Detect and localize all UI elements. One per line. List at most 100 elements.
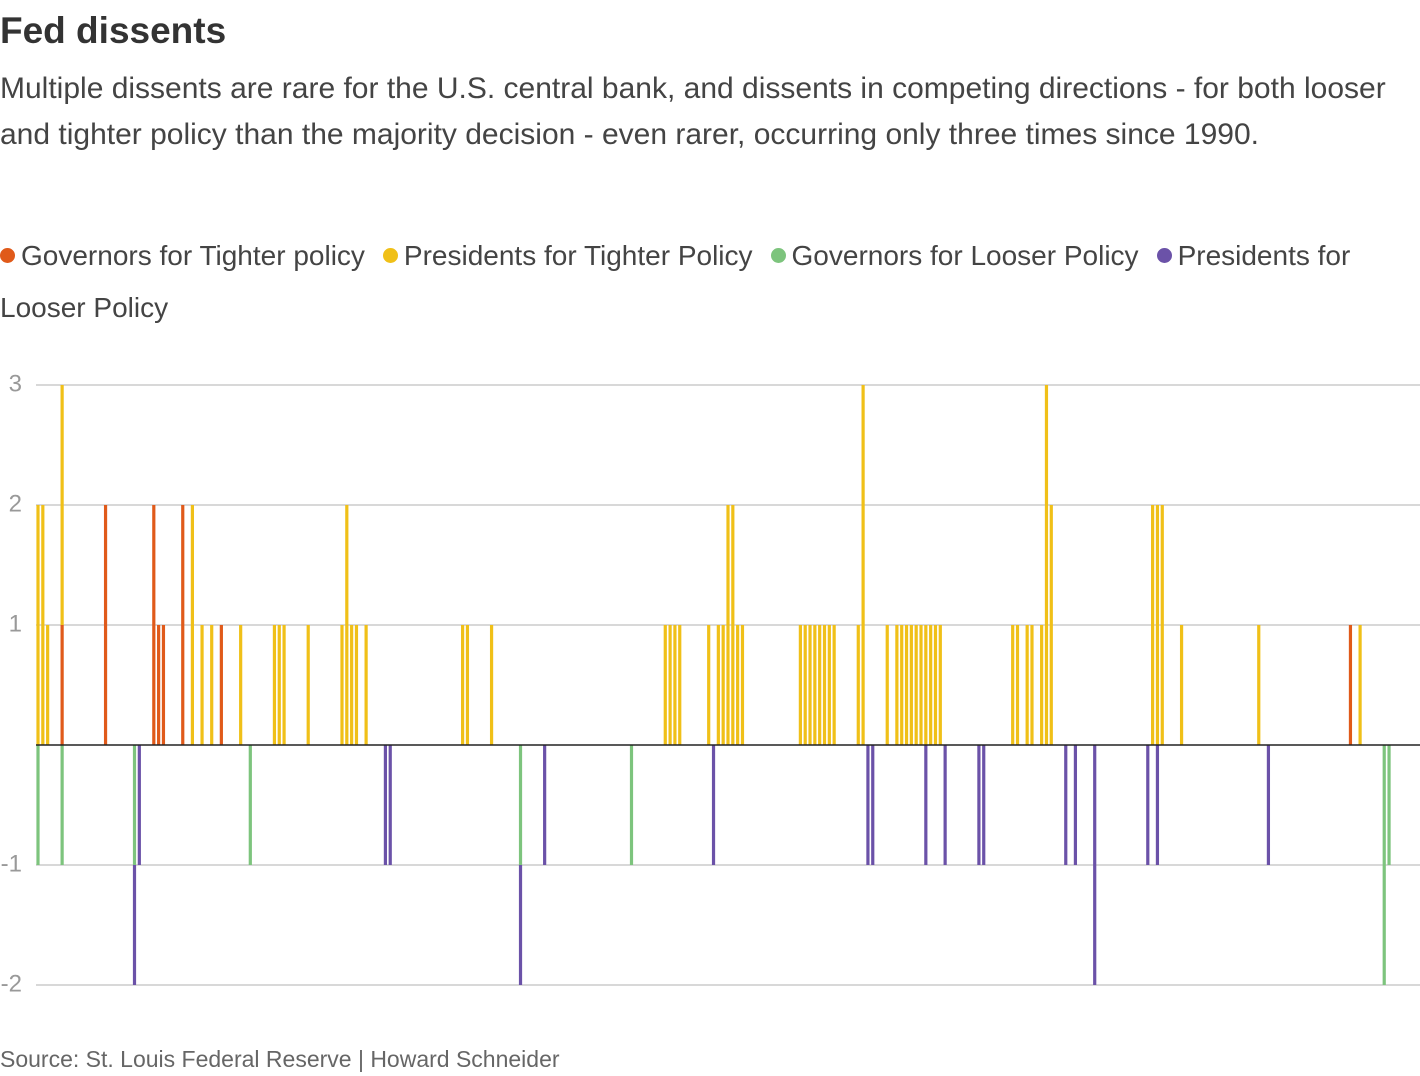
bar <box>798 625 802 745</box>
bar <box>200 625 204 745</box>
bar <box>900 625 904 745</box>
bar <box>210 625 214 745</box>
bar <box>36 505 40 745</box>
bar <box>1160 505 1164 745</box>
bar <box>740 625 745 745</box>
bar <box>924 625 928 745</box>
bar <box>340 625 344 745</box>
bar <box>866 745 870 865</box>
legend-label: Governors for Tighter policy <box>21 240 365 271</box>
y-tick-label: 1 <box>9 610 22 637</box>
bar <box>60 745 64 865</box>
bar <box>132 745 137 865</box>
bar <box>1030 625 1034 745</box>
legend-item: Presidents for Looser Policy <box>0 240 1350 323</box>
bar <box>248 745 252 865</box>
legend-swatch <box>0 248 15 263</box>
chart: 3 2 1 -1 -2 <box>1 370 1420 997</box>
bar <box>1382 745 1386 985</box>
bar <box>731 505 735 745</box>
bar <box>871 745 875 865</box>
bar <box>157 625 161 745</box>
bar <box>1387 745 1391 865</box>
y-tick-label: 2 <box>9 490 22 517</box>
bar <box>909 625 913 745</box>
bar <box>36 745 40 865</box>
bar <box>736 625 740 745</box>
bar <box>41 505 45 745</box>
bar <box>190 505 195 745</box>
bar <box>673 625 677 745</box>
chart-title: Fed dissents <box>0 10 227 51</box>
bar <box>904 625 909 745</box>
bar <box>716 625 720 745</box>
bar <box>1093 745 1097 985</box>
bar <box>181 505 185 745</box>
bar <box>383 745 388 865</box>
bar <box>808 625 812 745</box>
bar <box>272 625 277 745</box>
bar <box>1073 745 1078 865</box>
bar <box>982 745 986 865</box>
bar <box>388 745 392 865</box>
bar <box>518 745 523 865</box>
bar <box>1040 625 1044 745</box>
bar <box>856 625 860 745</box>
bar <box>277 625 281 745</box>
bar <box>629 745 634 865</box>
bar <box>861 385 865 745</box>
bar <box>827 625 831 745</box>
bar <box>885 625 889 745</box>
bar <box>813 625 817 745</box>
bar <box>977 745 981 865</box>
bar <box>518 865 523 985</box>
bar <box>1015 625 1020 745</box>
bar <box>354 625 359 745</box>
bar <box>60 385 64 625</box>
legend-item: Governors for Looser Policy <box>770 240 1139 271</box>
legend-label: Presidents for Looser Policy <box>0 240 1351 323</box>
bar <box>1266 745 1271 865</box>
bar <box>489 625 494 745</box>
bar <box>919 625 923 745</box>
bar <box>239 625 243 745</box>
bar <box>726 505 730 745</box>
bar <box>832 625 836 745</box>
bar <box>282 625 286 745</box>
bar <box>219 625 223 745</box>
bar <box>46 625 50 745</box>
bar <box>1049 505 1053 745</box>
bar <box>60 625 64 745</box>
bar <box>161 625 166 745</box>
bar <box>668 625 672 745</box>
legend-swatch <box>1156 248 1172 263</box>
bar <box>152 505 156 745</box>
bar <box>933 625 938 745</box>
bar <box>803 625 807 745</box>
bar <box>132 865 137 985</box>
bar <box>678 625 682 745</box>
bar <box>938 625 942 745</box>
bar <box>543 745 547 865</box>
bar <box>943 745 947 865</box>
legend-item: Governors for Tighter policy <box>0 240 365 271</box>
bar <box>929 625 933 745</box>
bar <box>1146 745 1150 865</box>
bar <box>895 625 899 745</box>
bar <box>1348 625 1353 745</box>
bar <box>345 505 349 745</box>
bar <box>1358 625 1362 745</box>
source: Source: St. Louis Federal Reserve | Howa… <box>0 1046 560 1072</box>
legend: Governors for Tighter policy Presidents f… <box>0 230 1420 334</box>
bar <box>663 625 667 745</box>
bar <box>137 745 141 865</box>
bar <box>1257 625 1261 745</box>
bar <box>461 625 465 745</box>
bar <box>364 625 368 745</box>
bar <box>818 625 822 745</box>
y-tick-label: 3 <box>9 370 22 397</box>
legend-swatch <box>382 248 398 263</box>
bar <box>1155 745 1160 865</box>
bar <box>1151 505 1155 745</box>
bar <box>1044 385 1049 745</box>
